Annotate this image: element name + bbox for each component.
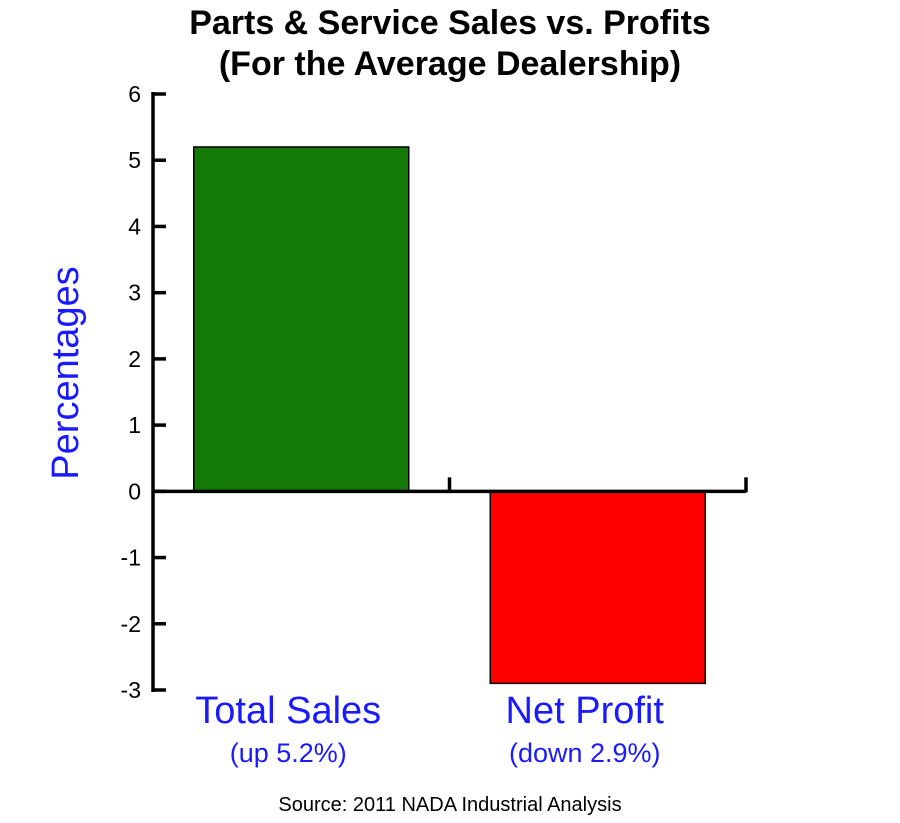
x-category-label: Net Profit — [506, 690, 665, 732]
bar-net-profit — [489, 490, 706, 685]
y-tick-label: 0 — [128, 478, 141, 504]
chart-title-line2: (For the Average Dealership) — [219, 45, 681, 83]
y-tick-label: -3 — [121, 677, 141, 703]
x-category-sublabel: (up 5.2%) — [230, 738, 347, 768]
y-tick-label: 1 — [128, 412, 141, 438]
x-labels-group: Total Sales (up 5.2%) Net Profit (down 2.9%… — [195, 690, 664, 768]
y-tick-label: -1 — [121, 545, 141, 571]
source-note: Source: 2011 NADA Industrial Analysis — [278, 794, 621, 816]
y-tick-label: 2 — [128, 346, 141, 372]
chart-title-line1: Parts & Service Sales vs. Profits — [189, 4, 711, 42]
y-axis-label: Percentages — [45, 266, 87, 479]
x-category-sublabel: (down 2.9%) — [509, 738, 661, 768]
axes-group — [151, 92, 748, 692]
y-ticks-group: 6 5 4 3 2 1 0 -1 -2 -3 — [121, 81, 166, 703]
y-tick-label: 4 — [128, 213, 141, 239]
bar-total-sales — [193, 146, 410, 493]
x-category-label: Total Sales — [195, 690, 381, 732]
y-tick-label: -2 — [121, 611, 141, 637]
y-tick-label: 6 — [128, 81, 141, 107]
bars-group — [193, 146, 706, 685]
y-tick-label: 5 — [128, 147, 141, 173]
y-tick-label: 3 — [128, 280, 141, 306]
